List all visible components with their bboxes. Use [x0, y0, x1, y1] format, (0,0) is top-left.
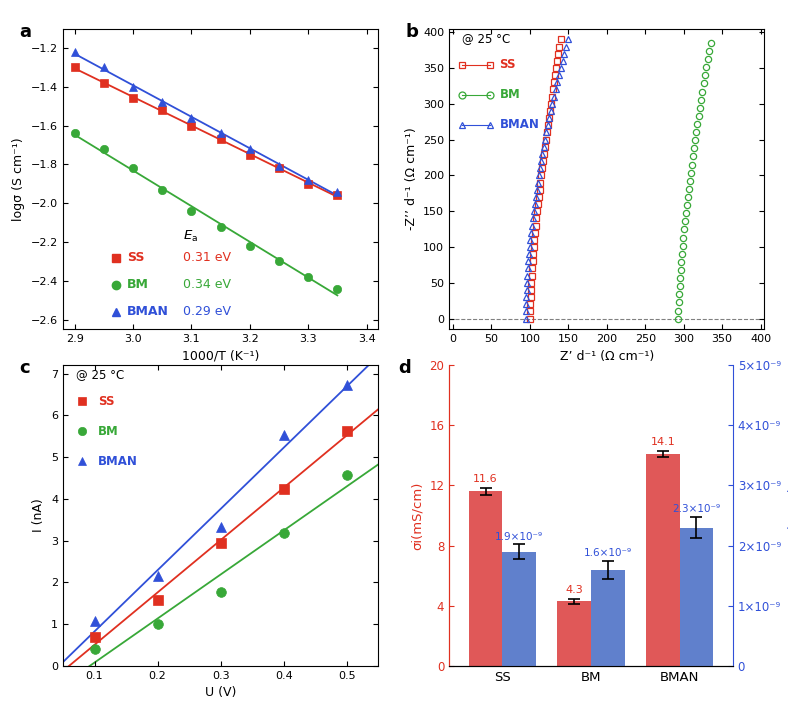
- X-axis label: U (V): U (V): [205, 687, 236, 700]
- Text: BMAN: BMAN: [98, 455, 138, 468]
- Text: c: c: [19, 359, 29, 377]
- X-axis label: Z’ d⁻¹ (Ω cm⁻¹): Z’ d⁻¹ (Ω cm⁻¹): [559, 350, 654, 363]
- Bar: [646, 454, 679, 666]
- Text: BMAN: BMAN: [500, 118, 540, 131]
- Y-axis label: σe(S/cm): σe(S/cm): [786, 485, 788, 546]
- Bar: [469, 491, 503, 666]
- Text: BM: BM: [500, 88, 520, 101]
- Text: b: b: [405, 23, 418, 41]
- Text: BM: BM: [98, 425, 118, 437]
- Text: 14.1: 14.1: [650, 437, 675, 447]
- Text: SS: SS: [500, 58, 516, 71]
- Bar: [679, 528, 713, 666]
- Text: SS: SS: [98, 395, 114, 407]
- Text: 0.31 eV: 0.31 eV: [183, 251, 231, 264]
- Y-axis label: I (nA): I (nA): [32, 498, 46, 533]
- Text: BMAN: BMAN: [127, 306, 169, 319]
- Text: @ 25 °C: @ 25 °C: [462, 32, 510, 44]
- Text: @ 25 °C: @ 25 °C: [76, 368, 124, 381]
- Y-axis label: σi(mS/cm): σi(mS/cm): [411, 481, 424, 550]
- Bar: [591, 570, 625, 666]
- Text: BM: BM: [127, 279, 149, 291]
- Text: 0.29 eV: 0.29 eV: [183, 306, 231, 319]
- Text: 0.34 eV: 0.34 eV: [183, 279, 231, 291]
- Text: 2.3×10⁻⁹: 2.3×10⁻⁹: [672, 504, 720, 514]
- Text: 11.6: 11.6: [473, 474, 498, 484]
- Text: 1.9×10⁻⁹: 1.9×10⁻⁹: [495, 532, 543, 542]
- Y-axis label: logσ (S cm⁻¹): logσ (S cm⁻¹): [13, 137, 25, 221]
- Text: 1.6×10⁻⁹: 1.6×10⁻⁹: [584, 548, 632, 558]
- Bar: [557, 601, 591, 666]
- Bar: [503, 551, 536, 666]
- X-axis label: 1000/T (K⁻¹): 1000/T (K⁻¹): [182, 350, 259, 363]
- Text: 4.3: 4.3: [565, 585, 583, 595]
- Text: d: d: [398, 359, 411, 377]
- Y-axis label: -Z’’ d⁻¹ (Ω cm⁻¹): -Z’’ d⁻¹ (Ω cm⁻¹): [404, 127, 418, 231]
- Text: a: a: [19, 23, 31, 41]
- Text: SS: SS: [127, 251, 145, 264]
- Text: $E_{\rm a}$: $E_{\rm a}$: [183, 228, 198, 243]
